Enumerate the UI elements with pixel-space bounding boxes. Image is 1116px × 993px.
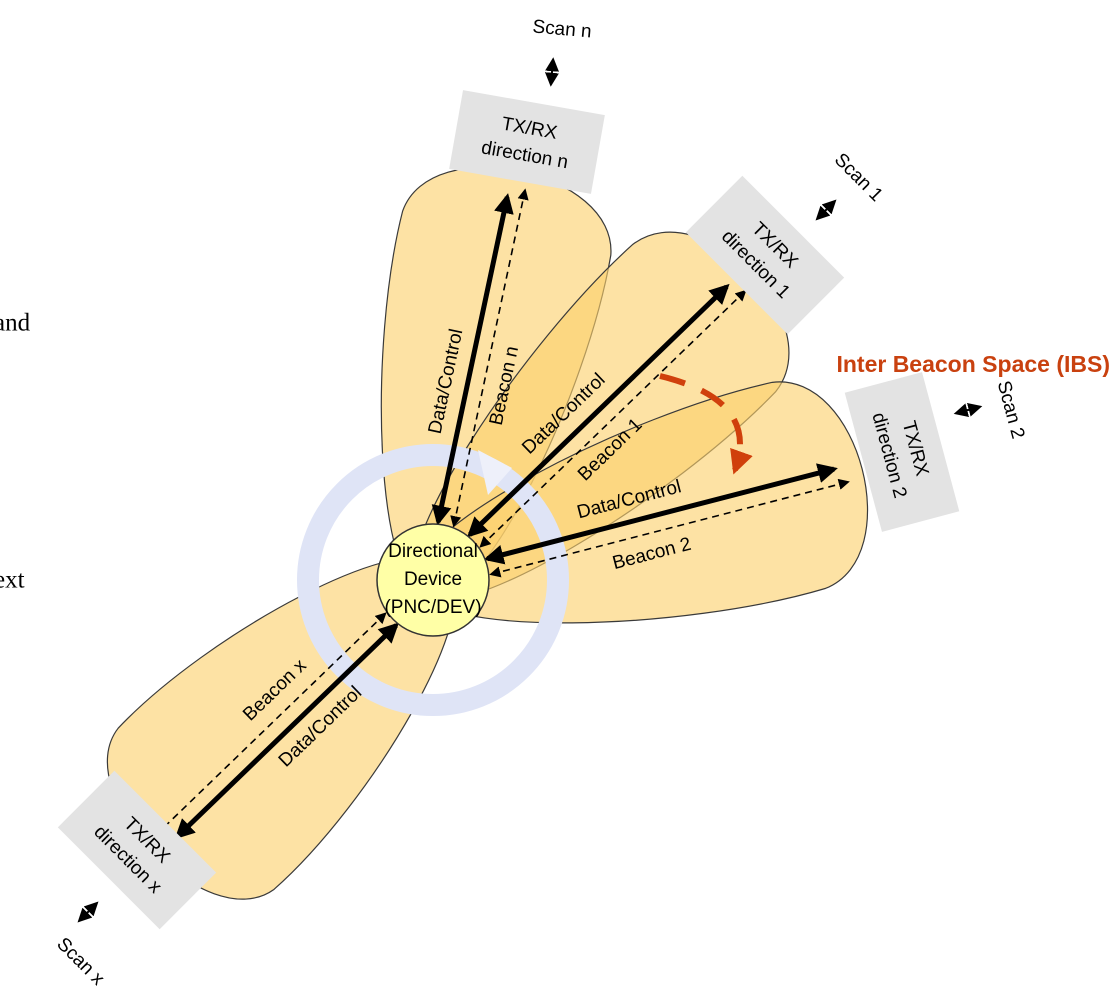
cut-text: ext: [0, 567, 25, 594]
scan-label: Scan x: [52, 934, 108, 990]
cut-text: and: [0, 310, 31, 337]
scan-arrow: [956, 407, 979, 413]
scan-arrow: [80, 904, 97, 921]
scan-label: Scan n: [532, 16, 593, 42]
scan-arrow: [818, 202, 835, 219]
scan-label: Scan 1: [830, 149, 887, 206]
ibs-label: Inter Beacon Space (IBS): [836, 351, 1110, 377]
diagram: and ext Data/ControlBeacon nData/Control…: [0, 0, 1116, 993]
device-label: Device: [404, 569, 462, 590]
scan-arrow: [551, 60, 553, 84]
device-label: (PNC/DEV): [384, 597, 481, 618]
scan-label: Scan 2: [993, 379, 1029, 442]
device-label: Directional: [388, 541, 478, 562]
